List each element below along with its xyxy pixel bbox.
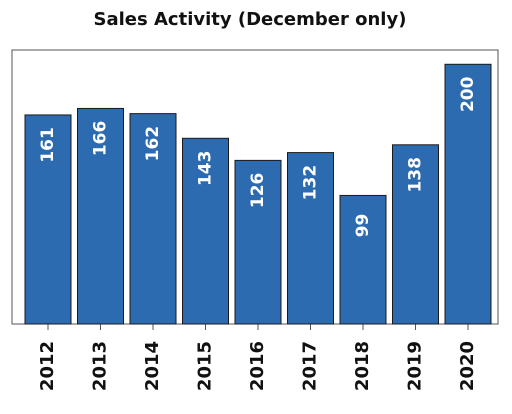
value-label: 200 (458, 76, 478, 112)
x-tick-label: 2018 (352, 341, 373, 391)
value-label: 166 (91, 121, 111, 157)
value-label: 99 (353, 214, 373, 238)
x-tick-label: 2013 (90, 341, 111, 391)
bar (24, 114, 72, 325)
x-tick-label: 2012 (37, 341, 58, 391)
value-label: 132 (301, 165, 321, 201)
x-tick-label: 2016 (247, 341, 268, 391)
value-label: 126 (248, 173, 268, 209)
x-tick-label: 2020 (457, 341, 478, 391)
value-label: 138 (406, 157, 426, 193)
x-tick-label: 2017 (300, 341, 321, 391)
x-tick-label: 2014 (142, 341, 163, 391)
bar (234, 159, 282, 325)
x-tick-label: 2019 (405, 341, 426, 391)
x-tick-label: 2015 (195, 341, 216, 391)
bar (392, 144, 439, 325)
bar (444, 63, 492, 325)
bar (129, 113, 177, 325)
bar (182, 137, 229, 325)
bar (77, 107, 124, 325)
value-label: 162 (143, 126, 163, 162)
value-label: 161 (38, 127, 58, 163)
bar (287, 152, 334, 325)
bar (339, 194, 387, 325)
chart-title: Sales Activity (December only) (94, 9, 407, 30)
value-label: 143 (196, 151, 216, 187)
